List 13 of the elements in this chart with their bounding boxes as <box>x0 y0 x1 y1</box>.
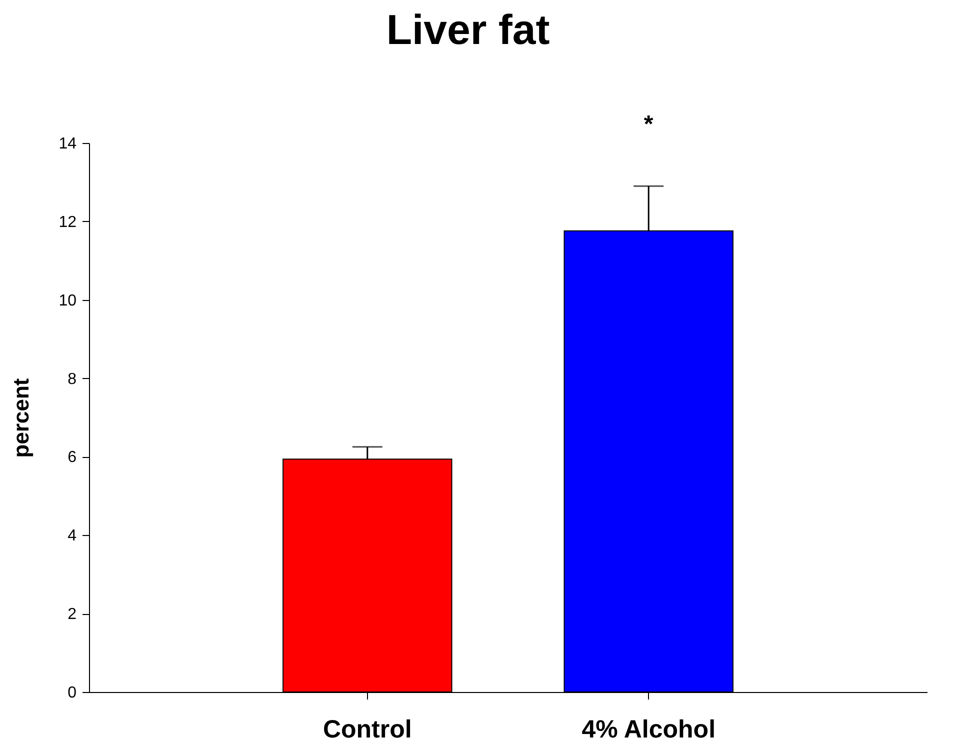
y-tick-label: 8 <box>68 370 77 388</box>
x-tick-label: 4% Alcohol <box>582 716 716 744</box>
y-tick-label: 0 <box>68 684 77 702</box>
x-tick-label: Control <box>322 716 412 744</box>
y-tick-label: 6 <box>68 449 77 466</box>
y-tick-label: 12 <box>58 214 77 231</box>
y-tick-label: 4 <box>68 528 77 545</box>
y-tick-label: 14 <box>58 136 77 152</box>
text: * <box>644 111 654 138</box>
y-tick-label: 10 <box>58 292 77 310</box>
y-axis-title: percent <box>8 378 34 458</box>
y-tick-label: 2 <box>68 606 77 624</box>
chart-title: Liver fat <box>386 6 550 53</box>
